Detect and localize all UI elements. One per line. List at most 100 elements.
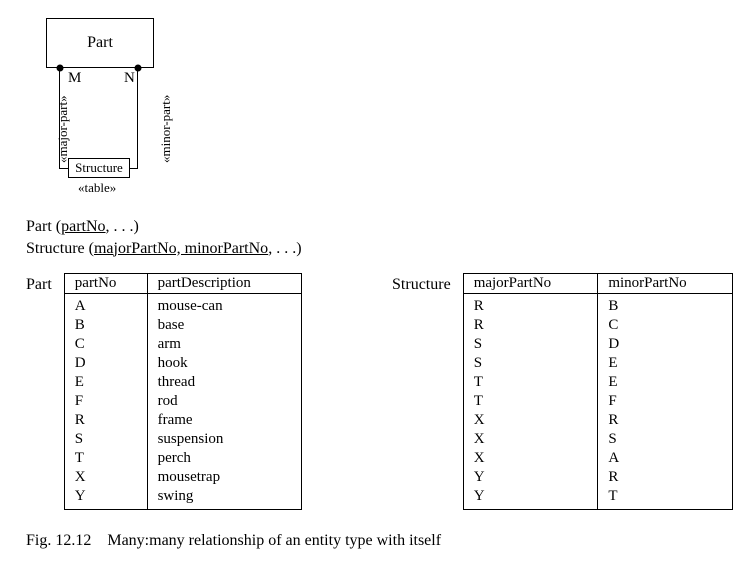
table-row: YT bbox=[463, 487, 732, 510]
table-cell: mousetrap bbox=[147, 468, 302, 487]
table-cell: Y bbox=[463, 487, 598, 510]
schema-part-tail: , . . . bbox=[106, 218, 134, 235]
table-cell: S bbox=[463, 354, 598, 373]
table-cell: A bbox=[64, 294, 147, 317]
page: Part M N «major-part» «minor-part» Struc… bbox=[0, 0, 753, 566]
table-cell: S bbox=[64, 430, 147, 449]
schema-struct-key: majorPartNo, minorPartNo bbox=[94, 240, 268, 257]
table-cell: rod bbox=[147, 392, 302, 411]
table-cell: T bbox=[598, 487, 733, 510]
table-row: Xmousetrap bbox=[64, 468, 301, 487]
table-cell: C bbox=[64, 335, 147, 354]
part-table: partNo partDescription Amouse-canBbaseCa… bbox=[64, 273, 302, 510]
table-cell: X bbox=[463, 411, 598, 430]
schema-line-structure: Structure (majorPartNo, minorPartNo, . .… bbox=[26, 238, 733, 260]
table-row: RB bbox=[463, 294, 732, 317]
table-cell: R bbox=[64, 411, 147, 430]
table-cell: E bbox=[598, 354, 733, 373]
table-cell: X bbox=[463, 430, 598, 449]
table-cell: F bbox=[598, 392, 733, 411]
table-row: XA bbox=[463, 449, 732, 468]
table-cell: E bbox=[64, 373, 147, 392]
schema-struct-name: Structure bbox=[26, 240, 85, 257]
table-cell: X bbox=[463, 449, 598, 468]
table-cell: arm bbox=[147, 335, 302, 354]
table-cell: Y bbox=[463, 468, 598, 487]
structure-table: majorPartNo minorPartNo RBRCSDSETETFXRXS… bbox=[463, 273, 733, 510]
table-cell: D bbox=[598, 335, 733, 354]
table-cell: X bbox=[64, 468, 147, 487]
table-row: TE bbox=[463, 373, 732, 392]
table-cell: thread bbox=[147, 373, 302, 392]
table-row: Ethread bbox=[64, 373, 301, 392]
struct-col-major: majorPartNo bbox=[463, 274, 598, 294]
assoc-label: Structure bbox=[75, 160, 123, 176]
table-cell: T bbox=[64, 449, 147, 468]
table-row: SD bbox=[463, 335, 732, 354]
table-cell: B bbox=[64, 316, 147, 335]
schema-line-part: Part (partNo, . . .) bbox=[26, 216, 733, 238]
table-cell: S bbox=[598, 430, 733, 449]
structure-table-header-row: majorPartNo minorPartNo bbox=[463, 274, 732, 294]
table-cell: base bbox=[147, 316, 302, 335]
table-cell: D bbox=[64, 354, 147, 373]
part-table-header-row: partNo partDescription bbox=[64, 274, 301, 294]
line-right bbox=[137, 68, 138, 168]
table-row: XS bbox=[463, 430, 732, 449]
multiplicity-n: N bbox=[124, 70, 135, 87]
table-cell: B bbox=[598, 294, 733, 317]
schema-part-key: partNo bbox=[61, 218, 105, 235]
figure-caption: Fig. 12.12 Many:many relationship of an e… bbox=[26, 532, 733, 550]
table-row: XR bbox=[463, 411, 732, 430]
stereotype-label: «table» bbox=[78, 180, 116, 196]
table-row: RC bbox=[463, 316, 732, 335]
role-label-minor: «minor-part» bbox=[158, 95, 174, 163]
table-row: Tperch bbox=[64, 449, 301, 468]
table-cell: E bbox=[598, 373, 733, 392]
structure-table-block: Structure majorPartNo minorPartNo RBRCSD… bbox=[392, 273, 733, 510]
table-cell: R bbox=[463, 294, 598, 317]
schema-struct-tail: , . . . bbox=[268, 240, 296, 257]
er-diagram: Part M N «major-part» «minor-part» Struc… bbox=[26, 18, 206, 208]
part-col-partno: partNo bbox=[64, 274, 147, 294]
entity-label: Part bbox=[87, 34, 113, 52]
table-row: SE bbox=[463, 354, 732, 373]
table-row: TF bbox=[463, 392, 732, 411]
table-cell: R bbox=[598, 411, 733, 430]
table-row: Dhook bbox=[64, 354, 301, 373]
table-cell: T bbox=[463, 392, 598, 411]
part-col-partdesc: partDescription bbox=[147, 274, 302, 294]
table-cell: S bbox=[463, 335, 598, 354]
table-row: Bbase bbox=[64, 316, 301, 335]
struct-col-minor: minorPartNo bbox=[598, 274, 733, 294]
table-cell: Y bbox=[64, 487, 147, 510]
part-table-label: Part bbox=[26, 273, 52, 294]
schema-part-name: Part bbox=[26, 218, 52, 235]
table-cell: R bbox=[463, 316, 598, 335]
table-row: Rframe bbox=[64, 411, 301, 430]
table-cell: suspension bbox=[147, 430, 302, 449]
tables-row: Part partNo partDescription Amouse-canBb… bbox=[26, 273, 733, 510]
part-table-block: Part partNo partDescription Amouse-canBb… bbox=[26, 273, 302, 510]
role-label-major: «major-part» bbox=[55, 95, 71, 163]
table-cell: R bbox=[598, 468, 733, 487]
table-row: Frod bbox=[64, 392, 301, 411]
table-row: Carm bbox=[64, 335, 301, 354]
table-cell: C bbox=[598, 316, 733, 335]
structure-table-body: RBRCSDSETETFXRXSXAYRYT bbox=[463, 294, 732, 510]
structure-table-label: Structure bbox=[392, 273, 451, 294]
table-cell: hook bbox=[147, 354, 302, 373]
figure-number: Fig. 12.12 bbox=[26, 532, 91, 549]
table-cell: T bbox=[463, 373, 598, 392]
multiplicity-m: M bbox=[68, 70, 81, 87]
table-cell: F bbox=[64, 392, 147, 411]
table-row: Yswing bbox=[64, 487, 301, 510]
table-row: Ssuspension bbox=[64, 430, 301, 449]
table-row: YR bbox=[463, 468, 732, 487]
figure-caption-text: Many:many relationship of an entity type… bbox=[107, 532, 441, 549]
table-cell: swing bbox=[147, 487, 302, 510]
entity-box-part: Part bbox=[46, 18, 154, 68]
table-cell: frame bbox=[147, 411, 302, 430]
table-row: Amouse-can bbox=[64, 294, 301, 317]
assoc-box-structure: Structure bbox=[68, 158, 130, 178]
